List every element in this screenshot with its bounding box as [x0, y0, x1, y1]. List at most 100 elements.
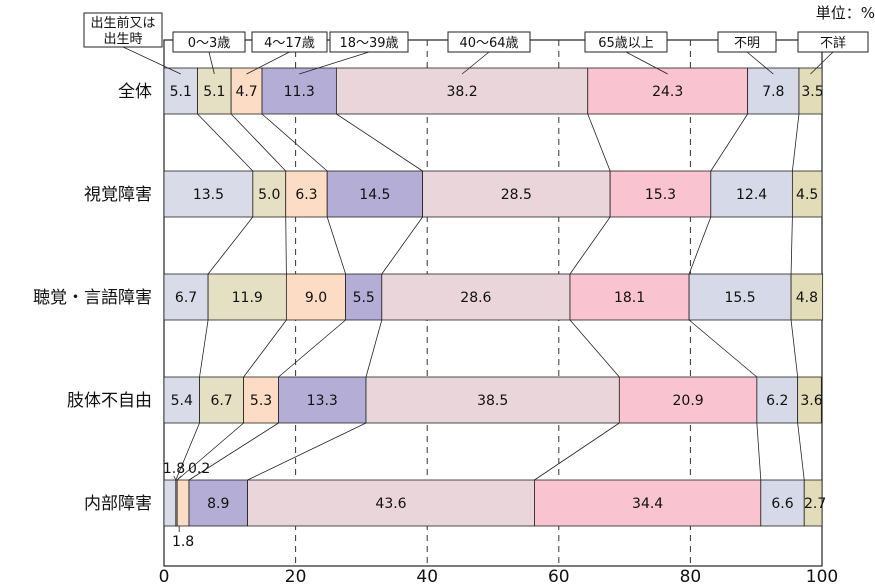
x-tick-label: 100: [806, 567, 838, 584]
data-label: 38.5: [477, 393, 508, 409]
bar-segment: [756, 376, 799, 424]
connector-line: [326, 216, 346, 275]
bar-segment: [163, 376, 200, 424]
bar-segment: [278, 376, 367, 424]
legend-leader: [461, 51, 490, 75]
x-tick-label: 60: [548, 567, 570, 584]
bar-segment: [163, 170, 254, 218]
connector-line: [756, 422, 762, 481]
data-label: 4.7: [235, 84, 257, 100]
legend-label: 65歳以上: [598, 36, 654, 51]
legend-label: 18～39歳: [339, 36, 398, 51]
bar-segment: [252, 170, 287, 218]
data-label: 24.3: [652, 84, 683, 100]
bar-segment: [285, 273, 347, 321]
connector-line: [790, 216, 793, 275]
connector-line: [365, 319, 383, 378]
data-label: 1.8: [172, 534, 194, 550]
connector-line: [791, 113, 800, 172]
bar-segment: [261, 67, 337, 115]
data-label: 6.3: [295, 187, 317, 203]
bar-segment: [163, 273, 209, 321]
connector-line: [207, 216, 254, 275]
x-axis-ticks: 0 20 40 60 80 100: [159, 567, 839, 584]
bar-segments: 5.1 5.1 4.7 11.3 38.2 24.3 7.8 3.5 13.5 5.0 6.3 14.…: [163, 67, 826, 550]
bar-segment: [609, 170, 712, 218]
leader-line: [176, 475, 182, 481]
category-label: 視覚障害: [84, 185, 152, 205]
category-label: 全体: [118, 82, 152, 102]
legend-label: 出生時: [103, 32, 142, 47]
data-label: 5.5: [353, 290, 375, 306]
connector-line: [261, 113, 328, 172]
bar-connectors: [175, 113, 805, 481]
legend-leader: [246, 51, 290, 75]
bar-segment: [422, 170, 611, 218]
legend-leader: [122, 46, 181, 75]
bar-segment: [176, 479, 190, 527]
bar-segment: [791, 170, 823, 218]
connector-line: [569, 216, 611, 275]
x-tick-label: 20: [285, 567, 307, 584]
bar-segment: [381, 273, 571, 321]
data-label: 5.1: [203, 84, 225, 100]
connector-line: [336, 113, 423, 172]
data-label: 0.2: [188, 461, 210, 477]
connector-line: [790, 319, 799, 378]
data-label: 5.1: [170, 84, 192, 100]
bar-segment: [335, 67, 589, 115]
bar-segment: [534, 479, 762, 527]
bar-segment: [747, 67, 800, 115]
data-label: 11.3: [284, 84, 315, 100]
bar-segment: [285, 170, 328, 218]
legend-label: 4～17歳: [264, 36, 315, 51]
data-label: 18.1: [614, 290, 645, 306]
legend-label: 不明: [734, 36, 760, 51]
data-label: 1.8: [163, 461, 185, 477]
bar-segment: [798, 67, 823, 115]
bar-segment: [199, 376, 245, 424]
data-label: 11.9: [232, 290, 263, 306]
bar-segment: [688, 273, 792, 321]
connector-line: [381, 216, 423, 275]
bar-segment: [710, 170, 793, 218]
data-label: 6.2: [766, 393, 788, 409]
connector-line: [710, 113, 748, 172]
data-label: 13.5: [193, 187, 224, 203]
bar-segment: [188, 479, 248, 527]
data-label: 28.5: [501, 187, 532, 203]
data-label: 4.5: [796, 187, 818, 203]
data-label: 38.2: [446, 84, 477, 100]
data-label: 3.6: [800, 393, 822, 409]
data-label: 6.6: [771, 496, 793, 512]
category-label: 内部障害: [84, 494, 152, 514]
bar-segment: [803, 479, 823, 527]
data-label: 6.7: [175, 290, 197, 306]
legend-label: 出生前又は: [90, 15, 155, 31]
legend-leader: [625, 51, 668, 75]
category-label: 肢体不自由: [67, 391, 152, 411]
legend-leader: [746, 51, 774, 75]
bar-segment: [365, 376, 620, 424]
data-label: 6.7: [210, 393, 232, 409]
connector-line: [534, 422, 620, 481]
bar-segment: [207, 273, 287, 321]
bar-segment: [243, 376, 279, 424]
data-label: 43.6: [375, 496, 406, 512]
bar-segment: [163, 479, 177, 527]
legend-label: 不詳: [820, 35, 846, 51]
unit-label: 単位：%: [816, 4, 875, 22]
connector-line: [199, 319, 209, 378]
bar-segment: [569, 273, 690, 321]
data-label: 5.3: [250, 393, 272, 409]
x-tick-label: 80: [680, 567, 702, 584]
data-label: 34.4: [632, 496, 663, 512]
data-label: 9.0: [305, 290, 327, 306]
legend-leader: [810, 51, 834, 75]
data-label: 20.9: [673, 393, 704, 409]
data-label: 5.4: [171, 393, 193, 409]
data-label: 8.9: [207, 496, 229, 512]
